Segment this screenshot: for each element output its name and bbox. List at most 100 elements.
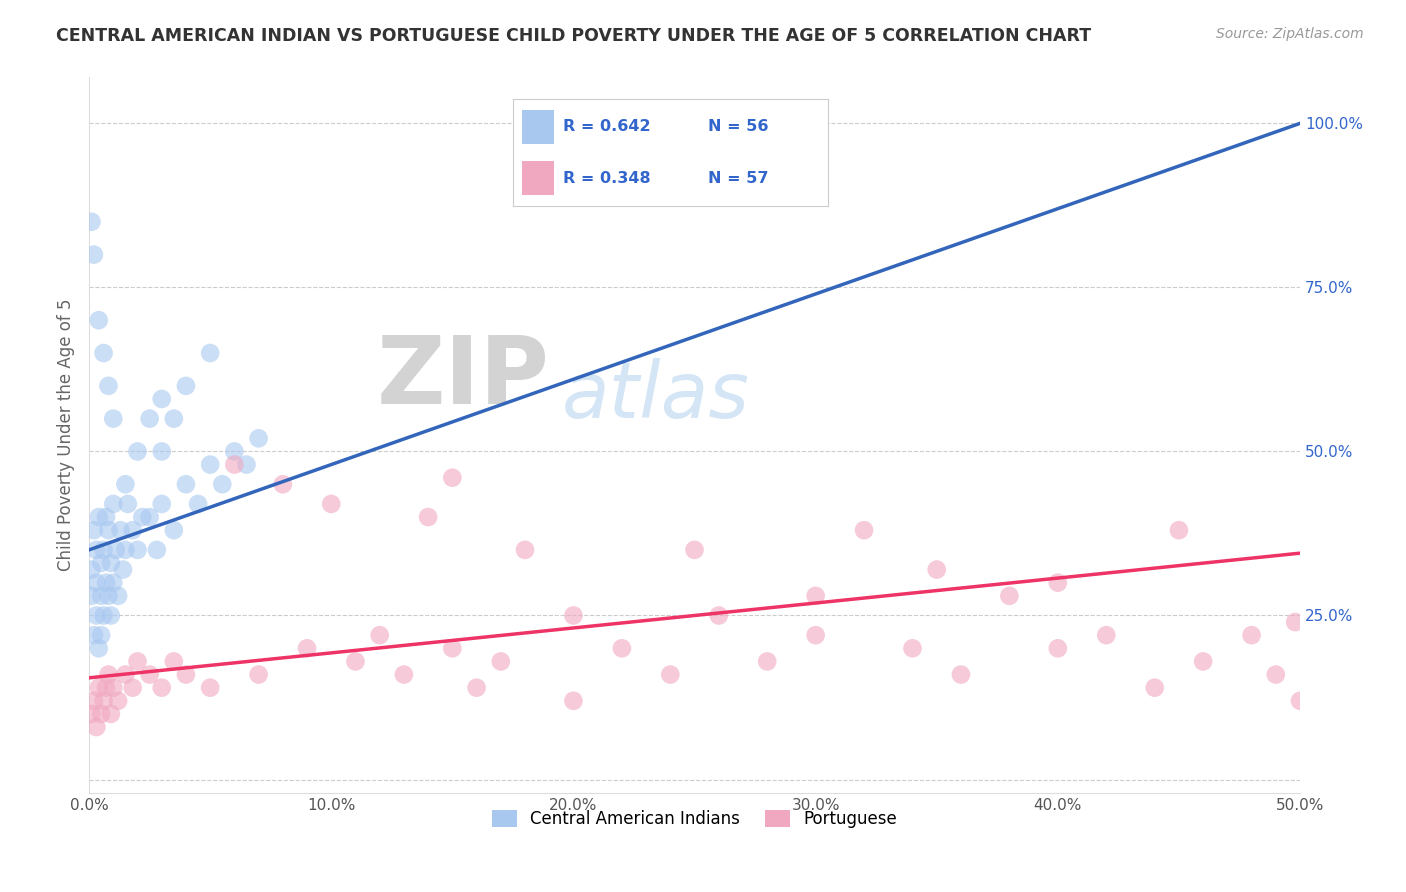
Point [610, 641, 633, 656]
Point [998, 589, 1021, 603]
Point [127, 655, 149, 669]
Point [90, 589, 112, 603]
Point [224, 458, 246, 472]
Text: CENTRAL AMERICAN INDIAN VS PORTUGUESE CHILD POVERTY UNDER THE AGE OF 5 CORRELATI: CENTRAL AMERICAN INDIAN VS PORTUGUESE CH… [56, 27, 1091, 45]
Point [1167, 523, 1189, 537]
Point [121, 681, 143, 695]
Point [103, 411, 125, 425]
Point [513, 542, 536, 557]
Point [418, 510, 440, 524]
Point [683, 542, 706, 557]
Point [83, 694, 105, 708]
Point [489, 655, 512, 669]
Point [138, 667, 160, 681]
Point [187, 497, 209, 511]
Point [174, 667, 197, 681]
Point [150, 392, 173, 406]
Point [90, 556, 112, 570]
Point [925, 563, 948, 577]
Point [1289, 694, 1312, 708]
Point [114, 667, 136, 681]
Point [465, 681, 488, 695]
Point [321, 497, 343, 511]
Point [86, 720, 108, 734]
Point [80, 706, 103, 721]
Point [114, 477, 136, 491]
Point [110, 523, 132, 537]
Point [90, 706, 112, 721]
Point [97, 667, 120, 681]
Point [271, 477, 294, 491]
Point [1264, 667, 1286, 681]
Point [93, 694, 115, 708]
Point [94, 575, 117, 590]
Point [111, 563, 134, 577]
Point [163, 523, 186, 537]
Point [107, 694, 129, 708]
Point [174, 477, 197, 491]
Point [235, 458, 257, 472]
Point [211, 477, 233, 491]
Point [131, 510, 153, 524]
Point [853, 523, 876, 537]
Point [87, 313, 110, 327]
Point [93, 346, 115, 360]
Point [901, 641, 924, 656]
Point [1192, 655, 1215, 669]
Point [83, 523, 105, 537]
Point [174, 379, 197, 393]
Point [87, 681, 110, 695]
Y-axis label: Child Poverty Under the Age of 5: Child Poverty Under the Age of 5 [58, 299, 75, 571]
Point [117, 497, 139, 511]
Point [87, 510, 110, 524]
Point [93, 608, 115, 623]
Point [127, 542, 149, 557]
Point [93, 542, 115, 557]
Point [87, 641, 110, 656]
Point [247, 431, 270, 445]
Point [121, 523, 143, 537]
Point [198, 346, 221, 360]
Point [1284, 615, 1306, 629]
Point [97, 589, 120, 603]
Point [100, 556, 122, 570]
Point [562, 608, 585, 623]
Point [97, 379, 120, 393]
Point [83, 628, 105, 642]
Point [707, 608, 730, 623]
Point [198, 681, 221, 695]
Point [80, 589, 103, 603]
Point [441, 641, 464, 656]
Point [80, 215, 103, 229]
Point [1046, 641, 1069, 656]
Point [104, 542, 127, 557]
Point [163, 655, 186, 669]
Text: atlas: atlas [561, 358, 749, 434]
Point [392, 667, 415, 681]
Point [150, 497, 173, 511]
Point [163, 411, 186, 425]
Point [150, 681, 173, 695]
Point [127, 444, 149, 458]
Point [368, 628, 391, 642]
Point [138, 411, 160, 425]
Point [146, 542, 169, 557]
Point [659, 667, 682, 681]
Text: ZIP: ZIP [377, 332, 550, 424]
Point [94, 510, 117, 524]
Point [86, 608, 108, 623]
Point [103, 681, 125, 695]
Point [138, 510, 160, 524]
Point [114, 542, 136, 557]
Point [804, 628, 827, 642]
Point [198, 458, 221, 472]
Point [804, 589, 827, 603]
Point [80, 563, 103, 577]
Point [83, 247, 105, 261]
Point [441, 471, 464, 485]
Point [86, 575, 108, 590]
Legend: Central American Indians, Portuguese: Central American Indians, Portuguese [485, 803, 904, 834]
Point [1046, 575, 1069, 590]
Point [107, 589, 129, 603]
Point [1143, 681, 1166, 695]
